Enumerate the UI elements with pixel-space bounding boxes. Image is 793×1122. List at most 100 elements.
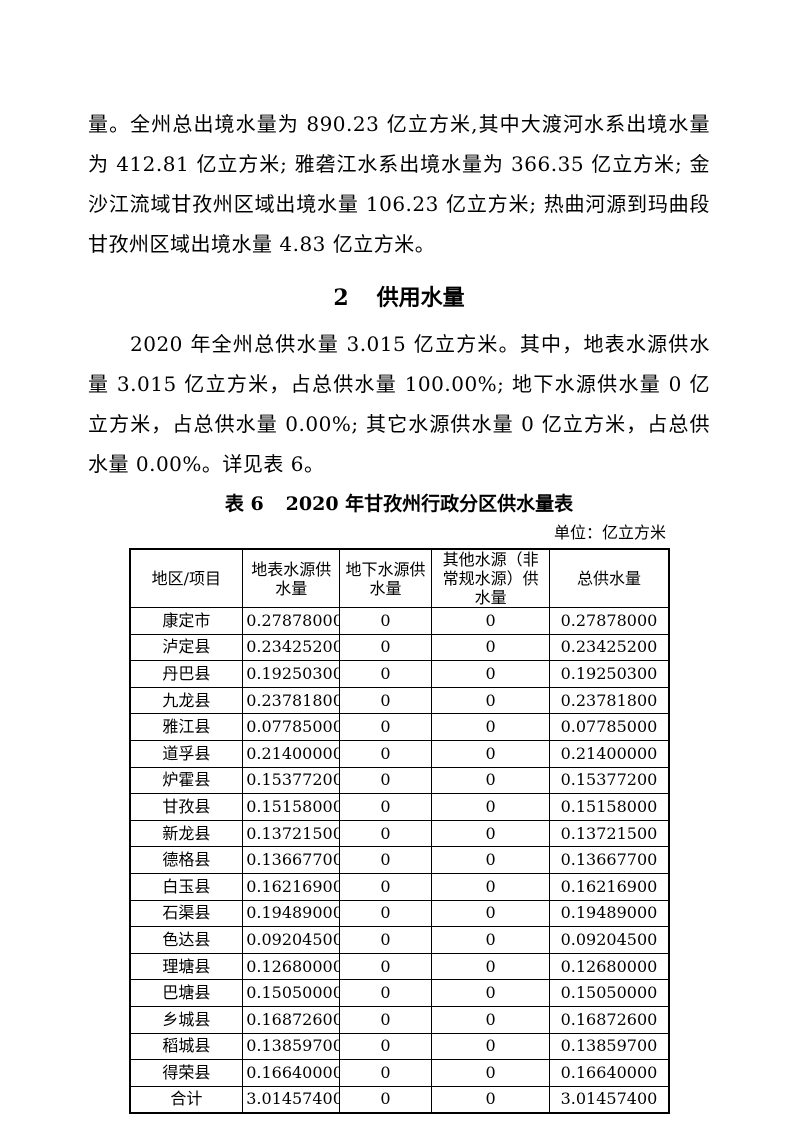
surface-water-cell: 0.23781800 (242, 686, 341, 715)
table-row: 雅江县 0.07785000 0 0 0.07785000 (128, 713, 669, 741)
groundwater-cell: 0 (339, 1005, 432, 1034)
total-supply-cell: 0.09204500 (549, 926, 669, 954)
other-source-cell: 0 (430, 819, 551, 848)
surface-water-cell: 0.15050000 (242, 979, 341, 1007)
other-source-cell: 0 (430, 660, 551, 688)
groundwater-cell: 0 (339, 926, 432, 954)
region-cell: 乡城县 (128, 1005, 244, 1034)
groundwater-cell: 0 (339, 952, 432, 981)
header-groundwater: 地下水源供水量 (339, 548, 432, 608)
section-number: 2 (333, 285, 349, 311)
total-supply-cell: 0.19250300 (549, 660, 669, 688)
other-source-cell: 0 (430, 766, 551, 795)
total-supply-cell: 0.07785000 (549, 713, 669, 741)
table-row: 九龙县 0.23781800 0 0 0.23781800 (128, 686, 669, 715)
table-row: 石渠县 0.19489000 0 0 0.19489000 (128, 899, 669, 928)
groundwater-cell: 0 (339, 713, 432, 741)
other-source-cell: 0 (430, 793, 551, 821)
total-supply-cell: 0.23781800 (549, 686, 669, 715)
total-supply-cell: 0.15158000 (549, 793, 669, 821)
groundwater-cell: 0 (339, 1059, 432, 1087)
region-cell: 合计 (128, 1085, 244, 1114)
table-caption-title: 2020 年甘孜州行政分区供水量表 (285, 493, 574, 515)
region-cell: 巴塘县 (128, 979, 244, 1007)
region-cell: 丹巴县 (128, 660, 244, 688)
table-row: 甘孜县 0.15158000 0 0 0.15158000 (128, 793, 669, 821)
surface-water-cell: 0.19250300 (242, 660, 341, 688)
other-source-cell: 0 (430, 713, 551, 741)
region-cell: 康定市 (128, 607, 244, 635)
table-row: 丹巴县 0.19250300 0 0 0.19250300 (128, 660, 669, 688)
groundwater-cell: 0 (339, 766, 432, 795)
other-source-cell: 0 (430, 899, 551, 928)
other-source-cell: 0 (430, 872, 551, 901)
total-supply-cell: 0.27878000 (549, 607, 669, 635)
other-source-cell: 0 (430, 979, 551, 1007)
table-row: 得荣县 0.16640000 0 0 0.16640000 (128, 1059, 669, 1087)
water-supply-table: 地区/项目 地表水源供水量 地下水源供水量 其他水源（非常规水源）供水量 总供水… (128, 548, 670, 1115)
table-caption: 表 6 2020 年甘孜州行政分区供水量表 (88, 492, 710, 516)
region-cell: 道孚县 (128, 739, 244, 768)
total-supply-cell: 0.13859700 (549, 1032, 669, 1061)
total-supply-cell: 0.16872600 (549, 1005, 669, 1034)
region-cell: 色达县 (128, 926, 244, 954)
table-row: 稻城县 0.13859700 0 0 0.13859700 (128, 1032, 669, 1061)
region-cell: 新龙县 (128, 819, 244, 848)
region-cell: 雅江县 (128, 713, 244, 741)
surface-water-cell: 0.07785000 (242, 713, 341, 741)
groundwater-cell: 0 (339, 607, 432, 635)
region-cell: 白玉县 (128, 872, 244, 901)
section-title: 供用水量 (376, 285, 465, 311)
groundwater-cell: 0 (339, 686, 432, 715)
surface-water-cell: 0.13667700 (242, 846, 341, 874)
surface-water-cell: 0.16872600 (242, 1005, 341, 1034)
paragraph-outbound-water: 量。全州总出境水量为 890.23 亿立方米,其中大渡河水系出境水量为 412.… (88, 112, 710, 256)
region-cell: 炉霍县 (128, 766, 244, 795)
surface-water-cell: 0.23425200 (242, 633, 341, 662)
surface-water-cell: 0.15158000 (242, 793, 341, 821)
table-caption-label: 表 6 (224, 493, 264, 515)
groundwater-cell: 0 (339, 660, 432, 688)
groundwater-cell: 0 (339, 819, 432, 848)
header-total-supply: 总供水量 (549, 548, 669, 608)
total-supply-cell: 3.01457400 (549, 1085, 669, 1114)
table-row: 巴塘县 0.15050000 0 0 0.15050000 (128, 979, 669, 1007)
groundwater-cell: 0 (339, 846, 432, 874)
region-cell: 理塘县 (128, 952, 244, 981)
total-supply-cell: 0.16640000 (549, 1059, 669, 1087)
other-source-cell: 0 (430, 1032, 551, 1061)
table-row: 炉霍县 0.15377200 0 0 0.15377200 (128, 766, 669, 795)
section-heading: 2 供用水量 (88, 284, 710, 312)
groundwater-cell: 0 (339, 633, 432, 662)
region-cell: 九龙县 (128, 686, 244, 715)
header-surface-water: 地表水源供水量 (242, 548, 341, 608)
groundwater-cell: 0 (339, 793, 432, 821)
other-source-cell: 0 (430, 846, 551, 874)
surface-water-cell: 0.19489000 (242, 899, 341, 928)
surface-water-cell: 0.16216900 (242, 872, 341, 901)
total-supply-cell: 0.16216900 (549, 872, 669, 901)
region-cell: 德格县 (128, 846, 244, 874)
table-row: 道孚县 0.21400000 0 0 0.21400000 (128, 739, 669, 768)
total-supply-cell: 0.15050000 (549, 979, 669, 1007)
region-cell: 石渠县 (128, 899, 244, 928)
other-source-cell: 0 (430, 1059, 551, 1087)
total-supply-cell: 0.13721500 (549, 819, 669, 848)
total-supply-cell: 0.15377200 (549, 766, 669, 795)
groundwater-cell: 0 (339, 979, 432, 1007)
region-cell: 稻城县 (128, 1032, 244, 1061)
surface-water-cell: 0.12680000 (242, 952, 341, 981)
paragraph-supply-summary: 2020 年全州总供水量 3.015 亿立方米。其中，地表水源供水量 3.015… (88, 332, 710, 476)
table-row: 色达县 0.09204500 0 0 0.09204500 (128, 926, 669, 954)
header-region: 地区/项目 (128, 548, 244, 608)
table-row: 理塘县 0.12680000 0 0 0.12680000 (128, 952, 669, 981)
table-header-row: 地区/项目 地表水源供水量 地下水源供水量 其他水源（非常规水源）供水量 总供水… (128, 548, 669, 608)
table-row: 新龙县 0.13721500 0 0 0.13721500 (128, 819, 669, 848)
total-supply-cell: 0.19489000 (549, 899, 669, 928)
total-supply-cell: 0.13667700 (549, 846, 669, 874)
surface-water-cell: 3.01457400 (242, 1085, 341, 1114)
unit-note: 单位：亿立方米 (553, 523, 666, 542)
surface-water-cell: 0.15377200 (242, 766, 341, 795)
total-supply-cell: 0.21400000 (549, 739, 669, 768)
table-row: 泸定县 0.23425200 0 0 0.23425200 (128, 633, 669, 662)
